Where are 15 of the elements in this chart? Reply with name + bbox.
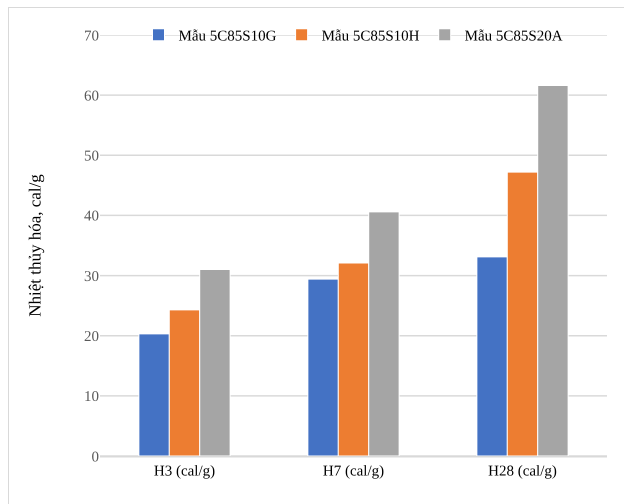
y-tick-label: 40 bbox=[84, 208, 99, 225]
y-tick-label: 30 bbox=[84, 268, 99, 285]
y-tick-label: 50 bbox=[84, 148, 99, 165]
y-tick-label: 0 bbox=[92, 449, 99, 466]
y-tick-label: 70 bbox=[84, 28, 99, 44]
legend-label: Mẫu 5C85S10H bbox=[322, 28, 420, 45]
legend-label: Mẫu 5C85S10G bbox=[178, 28, 277, 45]
x-tick-label: H28 (cal/g) bbox=[488, 464, 557, 480]
y-tick-label: 10 bbox=[84, 389, 99, 406]
x-tick-label: H7 (cal/g) bbox=[322, 464, 384, 480]
legend-label: Mẫu 5C85S20A bbox=[464, 28, 563, 45]
y-tick-label: 20 bbox=[84, 328, 99, 345]
y-tick-label: 60 bbox=[84, 88, 99, 104]
x-tick-label: H3 (cal/g) bbox=[154, 464, 216, 480]
y-axis-title: Nhiệt thủy hóa, cal/g bbox=[26, 174, 45, 317]
